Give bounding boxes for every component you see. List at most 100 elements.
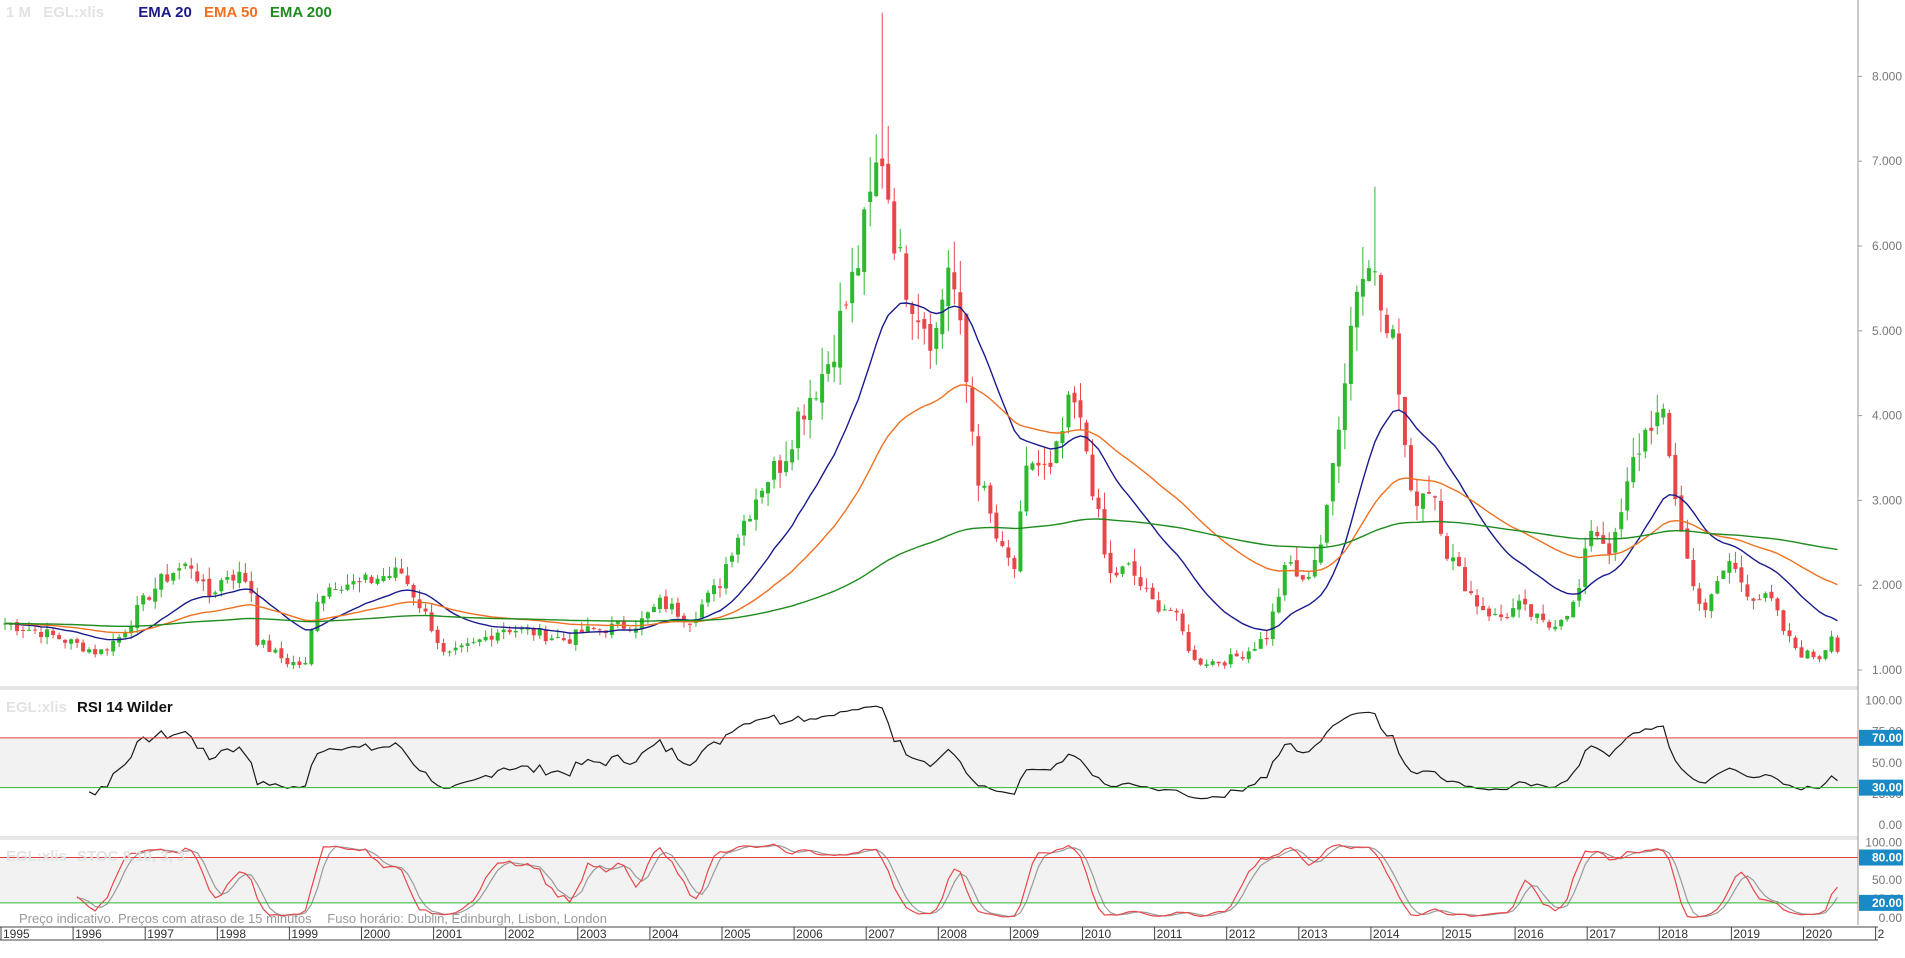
candle-body <box>717 586 722 588</box>
candle-body <box>1168 609 1173 611</box>
candle-body <box>255 595 260 646</box>
candle-body <box>1282 565 1287 596</box>
y-tick-label: 50.00 <box>1872 873 1902 887</box>
candle-body <box>33 629 38 631</box>
candlestick-series <box>3 12 1840 669</box>
candle-body <box>645 612 650 619</box>
candle-body <box>1420 493 1425 509</box>
candle-body <box>1535 613 1540 618</box>
candle-body <box>1733 562 1738 570</box>
x-tick-label: 2002 <box>508 927 535 941</box>
candle-body <box>808 397 813 420</box>
candle-body <box>573 629 578 645</box>
y-tick-label: 5.000 <box>1872 324 1902 338</box>
candle-body <box>916 320 921 323</box>
candle-body <box>591 628 596 630</box>
candle-body <box>51 630 56 636</box>
candle-body <box>1408 445 1413 491</box>
candle-body <box>1655 412 1660 427</box>
candle-body <box>1258 638 1263 649</box>
candle-body <box>393 567 398 578</box>
candle-body <box>850 271 855 304</box>
candle-body <box>1751 598 1756 601</box>
stoch-symbol-label: EGL:xlis <box>6 848 67 865</box>
candle-body <box>339 589 344 591</box>
candle-body <box>471 641 476 643</box>
candle-body <box>1679 495 1684 532</box>
candle-body <box>1288 562 1293 564</box>
candle-body <box>1366 268 1371 281</box>
candle-body <box>1799 647 1804 658</box>
candle-body <box>1685 528 1690 559</box>
candle-body <box>952 272 957 290</box>
candle-body <box>1402 396 1407 446</box>
candle-body <box>1487 608 1492 617</box>
candle-body <box>898 247 903 249</box>
rsi-legend: EGL:xlis RSI 14 Wilder <box>6 699 173 716</box>
candle-body <box>57 635 62 640</box>
candle-body <box>465 643 470 646</box>
candle-body <box>1829 636 1834 652</box>
candle-body <box>802 415 807 420</box>
candle-body <box>946 267 951 307</box>
candle-body <box>1475 595 1480 607</box>
candle-body <box>459 645 464 648</box>
candle-body <box>1210 661 1215 665</box>
candle-body <box>81 642 86 652</box>
candle-body <box>585 626 590 632</box>
candle-body <box>249 581 254 594</box>
x-tick-label: 1997 <box>147 927 174 941</box>
x-tick-label: 2017 <box>1589 927 1616 941</box>
candle-body <box>1529 604 1534 617</box>
candle-body <box>1811 651 1816 658</box>
candle-body <box>351 581 356 585</box>
candle-body <box>291 661 296 666</box>
candle-body <box>399 568 404 574</box>
candle-body <box>531 628 536 636</box>
y-tick-label: 8.000 <box>1872 69 1902 83</box>
rsi-pane <box>0 737 1858 788</box>
candle-body <box>1553 626 1558 630</box>
candle-body <box>886 163 891 200</box>
candle-body <box>1096 497 1101 510</box>
candle-body <box>711 585 716 595</box>
footnote: Preço indicativo. Preços com atraso de 1… <box>19 911 619 926</box>
candle-body <box>922 318 927 329</box>
candle-body <box>1457 556 1462 567</box>
candle-body <box>207 578 212 596</box>
x-tick-label: 2016 <box>1517 927 1544 941</box>
candle-body <box>303 662 308 665</box>
candle-body <box>1493 614 1498 616</box>
candle-body <box>129 626 134 634</box>
x-tick-label: 2011 <box>1157 927 1183 941</box>
candle-body <box>555 637 560 639</box>
candle-body <box>1823 650 1828 659</box>
candle-body <box>561 638 566 641</box>
candle-body <box>1246 651 1251 660</box>
candle-body <box>537 628 542 636</box>
candle-body <box>976 436 981 486</box>
candle-body <box>1511 608 1516 617</box>
candle-body <box>772 461 777 480</box>
candle-body <box>1595 531 1600 537</box>
candle-body <box>724 564 728 589</box>
candle-body <box>784 461 789 473</box>
x-tick-label: 1999 <box>291 927 318 941</box>
candle-body <box>1673 454 1678 500</box>
legend-ema20: EMA 20 <box>138 4 192 21</box>
candle-body <box>27 629 32 631</box>
candle-body <box>1571 601 1576 618</box>
candle-body <box>1703 602 1708 611</box>
rsi-title: RSI 14 Wilder <box>77 699 173 716</box>
candle-body <box>928 324 933 351</box>
x-tick-label: 1995 <box>3 927 30 941</box>
candle-body <box>1691 560 1696 587</box>
candle-body <box>1396 333 1401 395</box>
candle-body <box>760 490 765 498</box>
candle-body <box>597 629 602 631</box>
x-tick-label: 2014 <box>1373 927 1400 941</box>
candle-body <box>1469 591 1474 594</box>
candle-body <box>1180 613 1185 632</box>
candle-body <box>1445 536 1449 559</box>
